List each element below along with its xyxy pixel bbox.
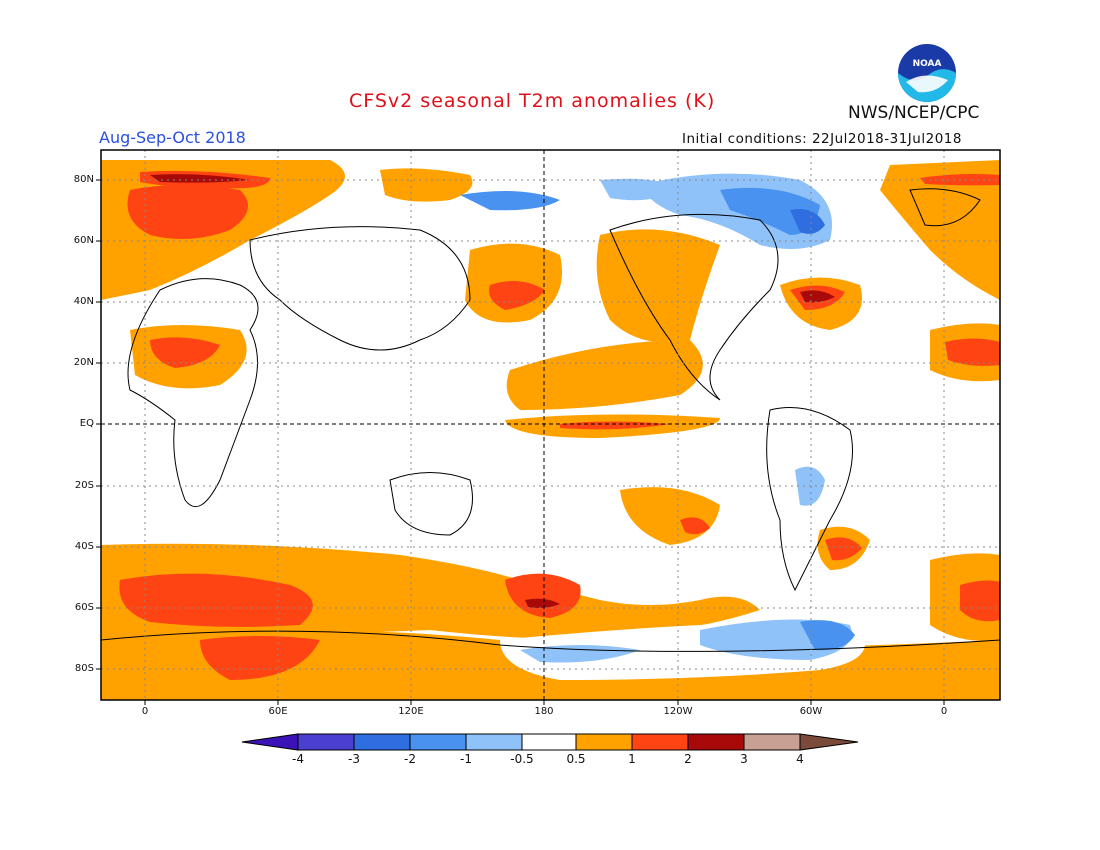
colorbar-arrow-left bbox=[241, 733, 299, 751]
colorbar-label: 2 bbox=[684, 752, 692, 766]
lat-label: 60N bbox=[73, 235, 94, 246]
lon-label: 0 bbox=[940, 706, 948, 717]
colorbar-swatch bbox=[687, 733, 745, 751]
colorbar-label: 0.5 bbox=[566, 752, 586, 766]
lat-label: EQ bbox=[79, 418, 94, 429]
colorbar-swatch bbox=[409, 733, 467, 751]
colorbar-label: -2 bbox=[404, 752, 416, 766]
colorbar-label: 4 bbox=[796, 752, 804, 766]
colorbar-swatch bbox=[521, 733, 577, 751]
svg-text:NOAA: NOAA bbox=[913, 59, 942, 69]
colorbar-label: -3 bbox=[348, 752, 360, 766]
forecast-period: Aug-Sep-Oct 2018 bbox=[99, 128, 246, 147]
colorbar-swatch bbox=[465, 733, 523, 751]
colorbar-label: 1 bbox=[628, 752, 636, 766]
anomaly-europe-red bbox=[127, 185, 248, 239]
colorbar-swatch bbox=[297, 733, 355, 751]
colorbar-label: -1 bbox=[460, 752, 472, 766]
anomaly-russia-warm bbox=[380, 168, 473, 202]
colorbar-swatch bbox=[353, 733, 411, 751]
lon-label: 120W bbox=[663, 706, 693, 717]
lat-label: 20S bbox=[74, 480, 94, 491]
colorbar-swatch bbox=[631, 733, 689, 751]
lon-label: 180 bbox=[534, 706, 554, 717]
colorbar-label: -0.5 bbox=[510, 752, 534, 766]
lat-label: 40S bbox=[74, 541, 94, 552]
lon-label: 60W bbox=[799, 706, 823, 717]
noaa-logo: NOAA bbox=[896, 42, 958, 108]
map-frame bbox=[100, 149, 1001, 701]
lon-label: 60E bbox=[268, 706, 288, 717]
colorbar-arrow-right bbox=[799, 733, 859, 751]
initial-conditions: Initial conditions: 22Jul2018-31Jul2018 bbox=[682, 131, 962, 147]
lat-label: 80N bbox=[73, 174, 94, 185]
anomaly-eq-pacific-core bbox=[560, 421, 670, 430]
colorbar-swatch bbox=[575, 733, 633, 751]
lon-label: 120E bbox=[398, 706, 424, 717]
lat-label: 20N bbox=[73, 357, 94, 368]
anomaly-arctic-east bbox=[880, 160, 1000, 300]
map-title: CFSv2 seasonal T2m anomalies (K) bbox=[349, 90, 716, 112]
lon-label: 0 bbox=[141, 706, 149, 717]
colorbar-swatch bbox=[743, 733, 801, 751]
lat-label: 40N bbox=[73, 296, 94, 307]
agency-label: NWS/NCEP/CPC bbox=[848, 103, 980, 123]
lat-label: 80S bbox=[74, 663, 94, 674]
colorbar bbox=[241, 733, 859, 751]
colorbar-label: 3 bbox=[740, 752, 748, 766]
lat-label: 60S bbox=[74, 602, 94, 613]
colorbar-label: -4 bbox=[292, 752, 304, 766]
